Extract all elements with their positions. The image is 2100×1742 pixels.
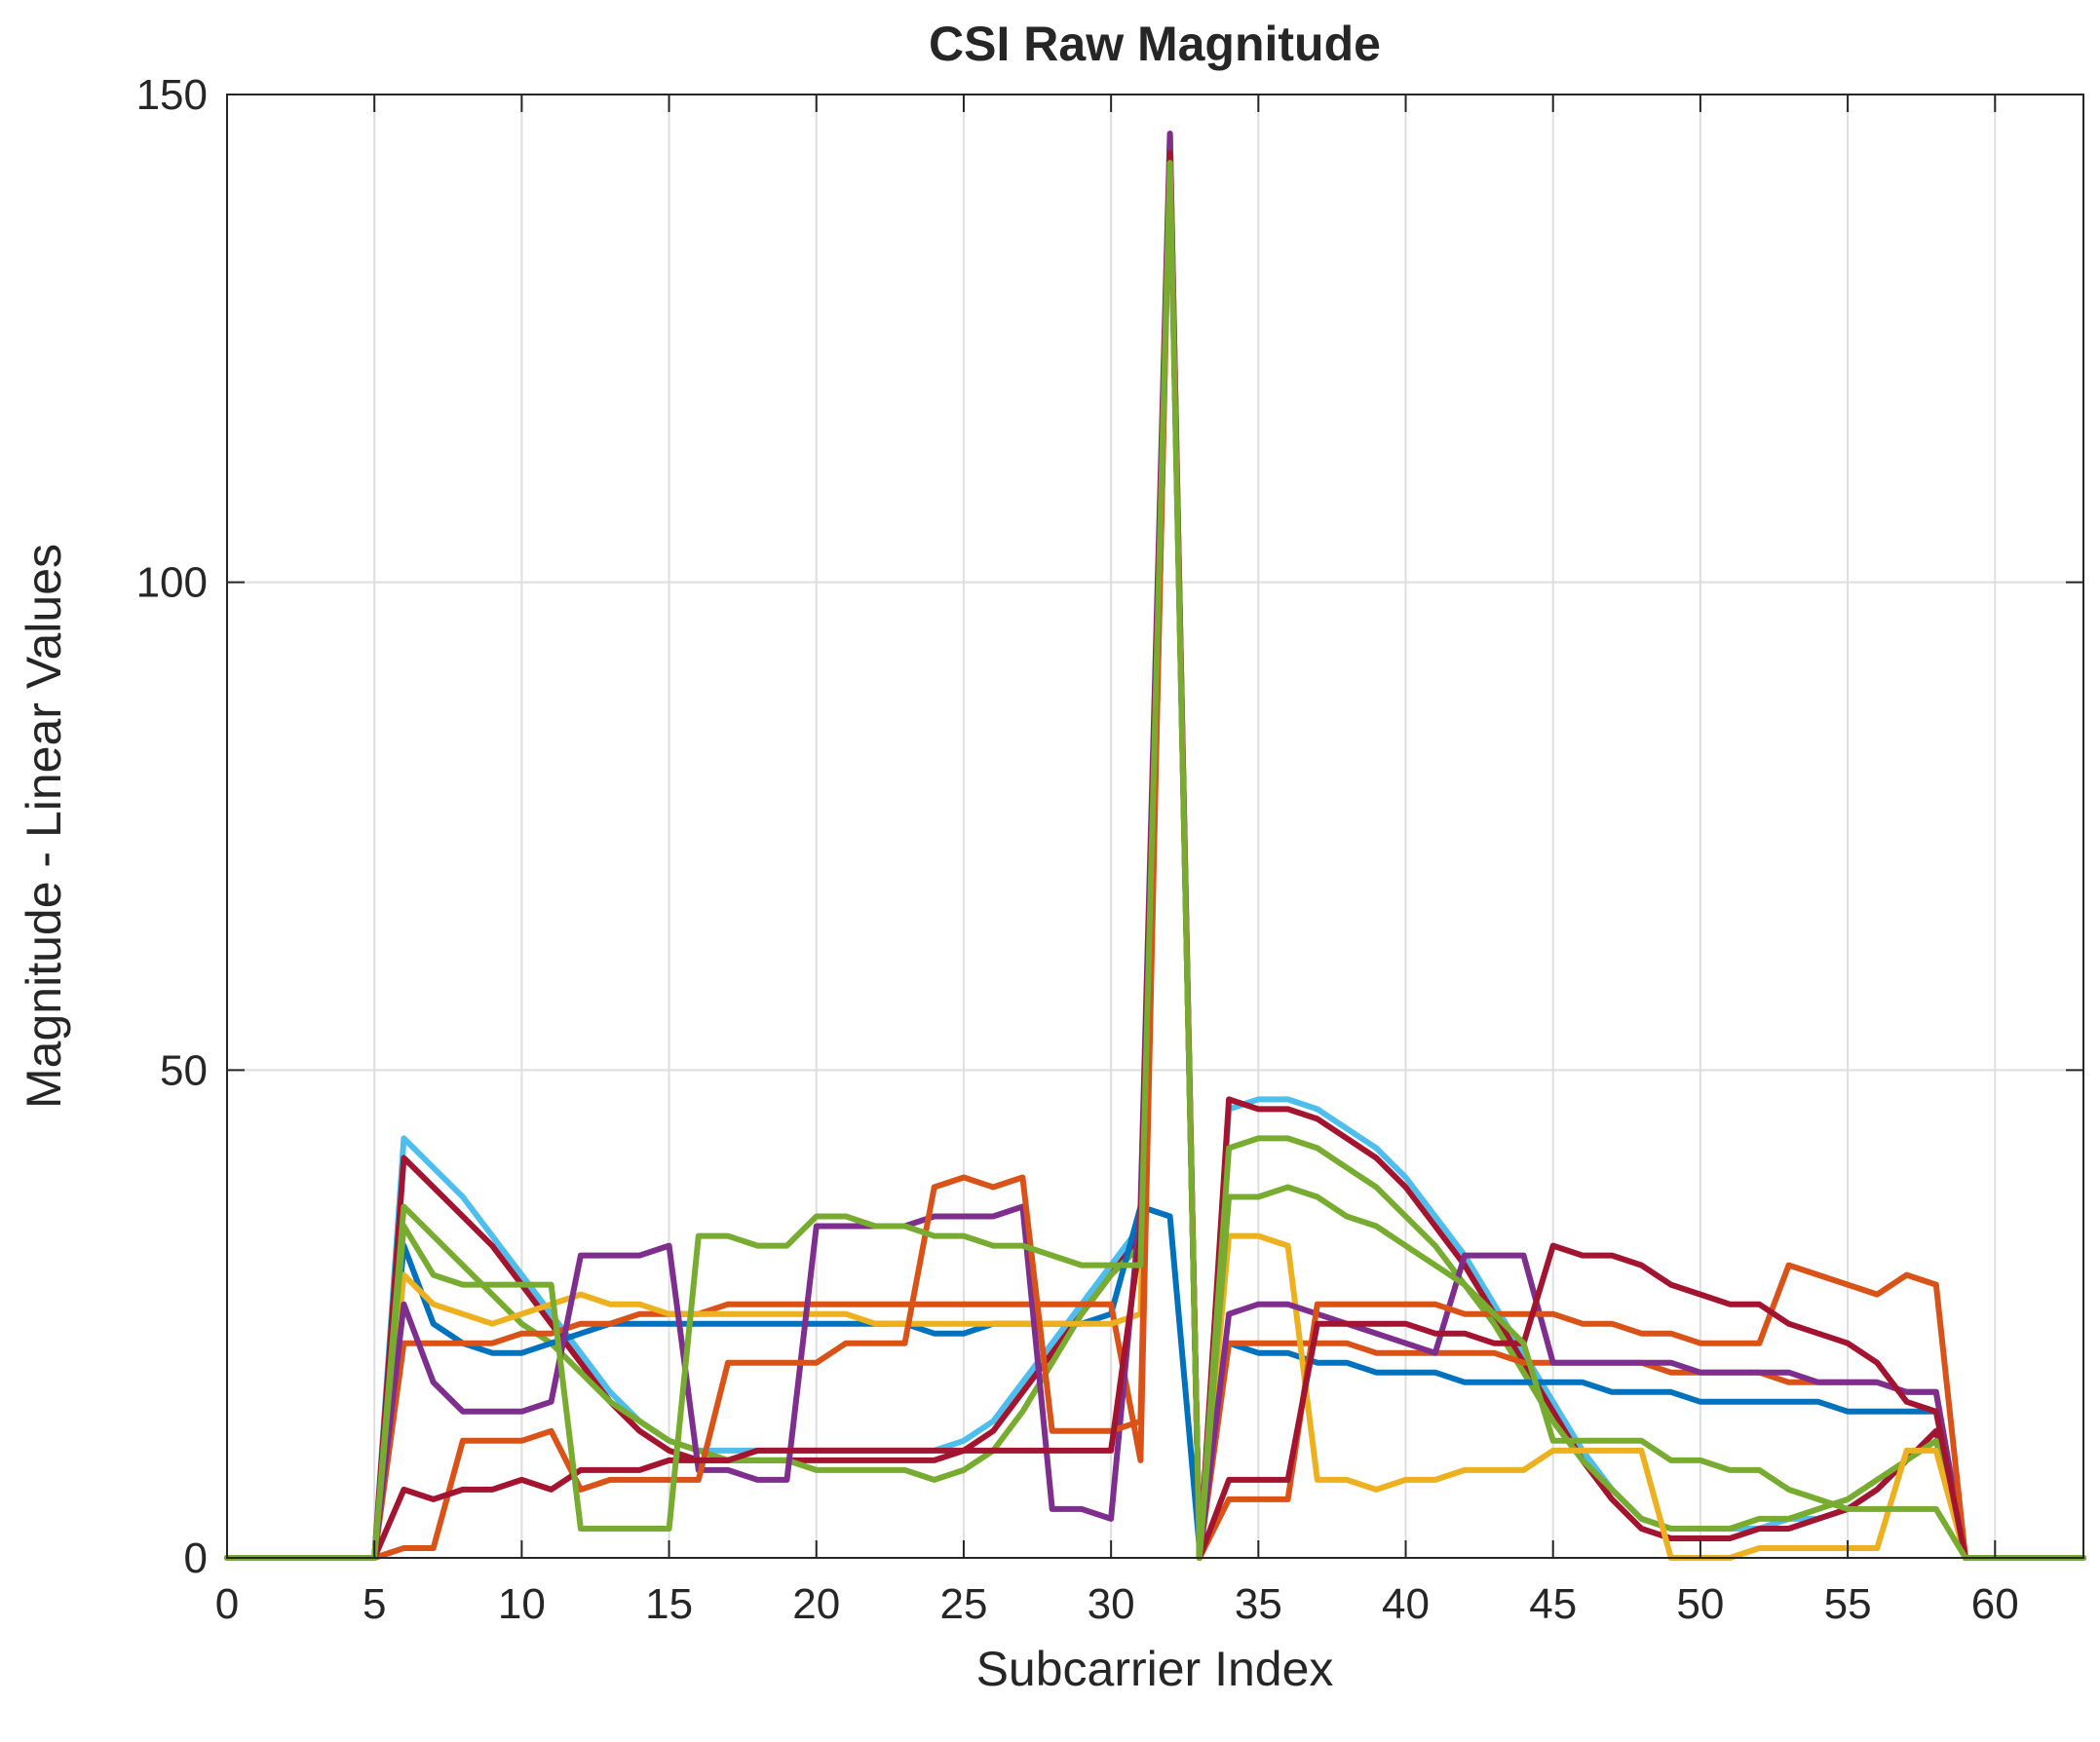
series-group — [224, 131, 2086, 1561]
tick-labels: 0 5 10 15 20 25 30 35 40 45 50 55 60 0 50 100 150 — [136, 71, 2019, 1628]
x-tick-label-4: 20 — [792, 1580, 840, 1628]
x-tick-label-10: 50 — [1676, 1580, 1724, 1628]
series-line-10 — [224, 160, 2086, 1561]
y-tick-label-3: 150 — [136, 71, 208, 119]
x-tick-label-2: 10 — [498, 1580, 546, 1628]
x-tick-label-6: 30 — [1088, 1580, 1135, 1628]
x-tick-label-0: 0 — [215, 1580, 239, 1628]
y-axis-label: Magnitude - Linear Values — [17, 544, 71, 1109]
x-tick-label-3: 15 — [645, 1580, 693, 1628]
y-tick-label-0: 0 — [184, 1534, 208, 1582]
chart-title: CSI Raw Magnitude — [929, 17, 1381, 71]
x-tick-label-8: 40 — [1382, 1580, 1430, 1628]
y-tick-label-1: 50 — [160, 1046, 208, 1094]
x-tick-label-11: 55 — [1824, 1580, 1872, 1628]
x-tick-label-7: 35 — [1235, 1580, 1282, 1628]
series-line-4 — [224, 1203, 2086, 1561]
axes — [226, 94, 2084, 1559]
y-tick-label-2: 100 — [136, 559, 208, 607]
x-tick-label-5: 25 — [939, 1580, 987, 1628]
x-tick-label-1: 5 — [363, 1580, 386, 1628]
x-tick-label-12: 60 — [1971, 1580, 2019, 1628]
x-axis-label: Subcarrier Index — [976, 1642, 1334, 1696]
axes-box — [226, 94, 2084, 1559]
x-tick-label-9: 45 — [1529, 1580, 1577, 1628]
